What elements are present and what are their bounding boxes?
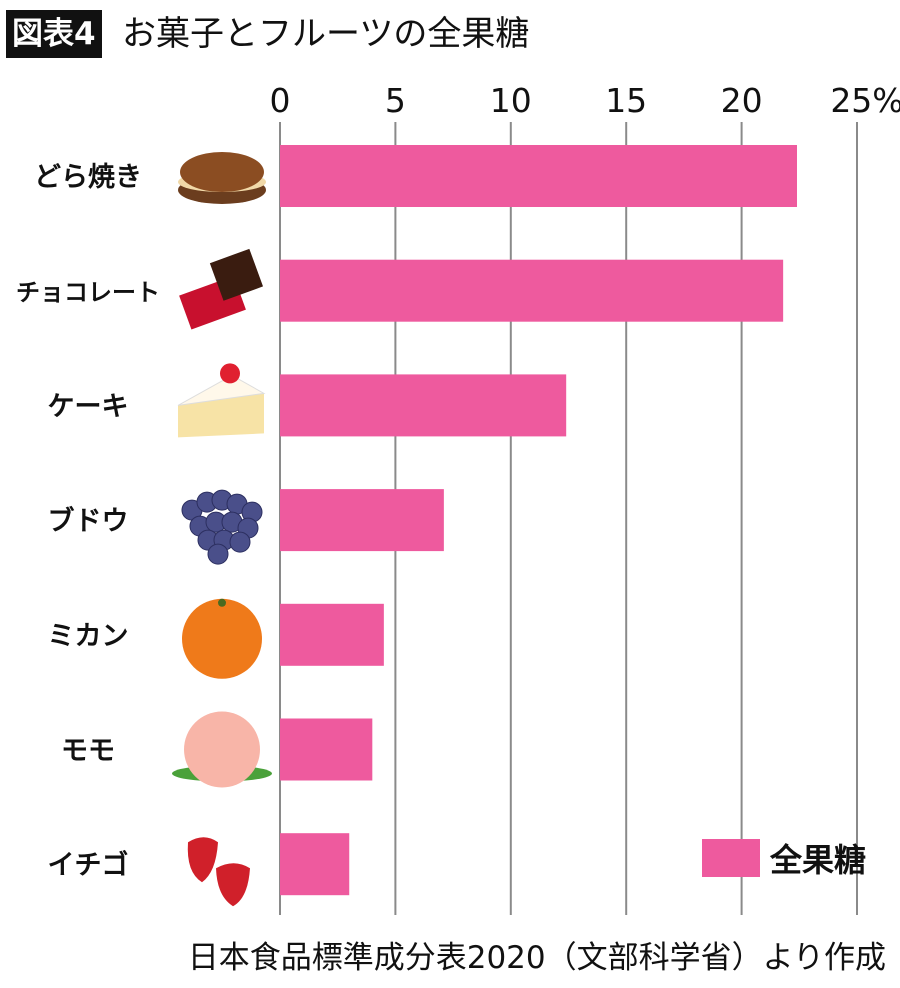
x-tick-label: 15 <box>605 81 647 120</box>
bar-5 <box>280 603 384 666</box>
source-note: 日本食品標準成分表2020（文部科学省）より作成 <box>187 940 886 976</box>
cake-body <box>178 393 264 438</box>
legend-label: 全果糖 <box>769 841 866 879</box>
cake-icon <box>177 363 266 438</box>
bar-2 <box>280 259 784 322</box>
chocolate-bar <box>209 248 264 301</box>
dorayaki-icon <box>178 152 266 204</box>
bar-7 <box>280 833 350 896</box>
strawberry-top <box>220 363 240 384</box>
dorayaki-top <box>180 152 264 192</box>
grape <box>229 531 251 553</box>
figure-badge: 図表4 <box>6 10 102 58</box>
mandarin-stem <box>218 598 226 607</box>
category-label: ミカン <box>48 621 129 652</box>
chocolate-icon <box>179 248 264 330</box>
strawberry-icon <box>187 837 250 907</box>
grape <box>207 543 229 565</box>
peach-body <box>184 711 260 788</box>
x-tick-label: 20 <box>721 81 763 120</box>
bar-3 <box>280 374 567 437</box>
category-label: モモ <box>61 736 115 767</box>
bar-6 <box>280 718 373 781</box>
mandarin-icon <box>182 598 262 679</box>
mandarin-body <box>182 598 262 679</box>
category-label: ブドウ <box>48 505 129 537</box>
x-tick-label: 5 <box>385 81 406 120</box>
cake-top <box>177 374 266 406</box>
strawberry-2 <box>216 863 250 907</box>
peach-icon <box>172 711 272 788</box>
grape-icon <box>181 489 263 565</box>
category-label: チョコレート <box>16 279 160 307</box>
bar-4 <box>280 489 444 552</box>
category-label: イチゴ <box>48 849 129 881</box>
legend-swatch <box>702 839 760 877</box>
x-tick-label: 25% <box>830 81 900 120</box>
category-label: どら焼き <box>34 162 142 193</box>
x-tick-label: 10 <box>490 81 532 120</box>
category-label: ケーキ <box>48 391 129 422</box>
chart-title: お菓子とフルーツの全果糖 <box>122 14 530 54</box>
bar-1 <box>280 145 797 207</box>
x-tick-label: 0 <box>270 81 291 120</box>
strawberry-1 <box>187 837 218 883</box>
